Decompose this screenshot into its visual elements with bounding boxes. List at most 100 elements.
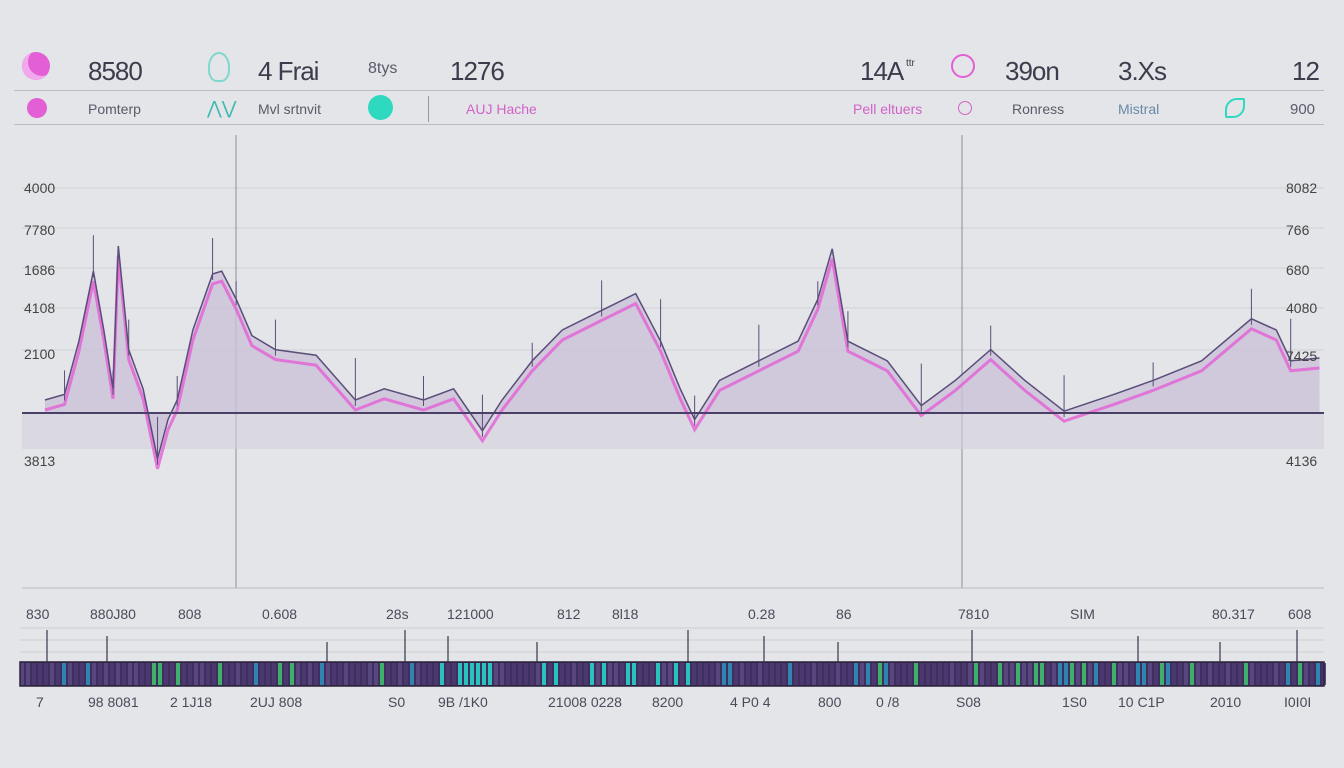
spectrum-stripe	[308, 663, 312, 685]
spectrum-stripe	[848, 663, 852, 685]
spectrum-stripe	[416, 663, 420, 685]
spectrum-stripe	[368, 663, 372, 685]
spectrum-top-label: 812	[557, 606, 581, 622]
stat-value: 8tys	[368, 60, 398, 77]
wave-icon: ⋀⋁	[207, 98, 237, 118]
spectrum-stripe	[38, 663, 42, 685]
spectrum-top-label: 86	[836, 606, 852, 622]
spectrum-stripe	[1178, 663, 1182, 685]
spectrum-stripe	[452, 663, 456, 685]
y-tick-left: 4000	[24, 180, 56, 196]
spectrum-stripe	[602, 663, 606, 685]
ring-icon[interactable]	[951, 54, 975, 78]
spectrum-stripe	[380, 663, 384, 685]
spectrum-stripe	[824, 663, 828, 685]
spectrum-stripe	[1184, 663, 1188, 685]
spectrum-stripe	[1154, 663, 1158, 685]
spectrum-bottom-label: 800	[818, 694, 842, 710]
spectrum-stripe	[992, 663, 996, 685]
spectrum-stripe	[1166, 663, 1170, 685]
spectrum-stripe	[782, 663, 786, 685]
spectrum-bottom-label: 4 P0 4	[730, 694, 771, 710]
spectrum-bottom-label: 1S0	[1062, 694, 1087, 710]
spectrum-stripe	[1148, 663, 1152, 685]
spectrum-stripe	[1070, 663, 1074, 685]
spectrum-stripe	[1214, 663, 1218, 685]
spectrum-top-label: 121000	[447, 606, 494, 622]
y-tick-left: 2100	[24, 346, 56, 362]
spectrum-stripe	[152, 663, 156, 685]
spectrum-stripe	[566, 663, 570, 685]
spectrum-stripe	[260, 663, 264, 685]
spectrum-stripe	[854, 663, 858, 685]
spectrum-stripe	[50, 663, 54, 685]
spectrum-stripe	[614, 663, 618, 685]
spectrum-stripe	[662, 663, 666, 685]
spectrum-stripe	[146, 663, 150, 685]
spectrum-stripe	[962, 663, 966, 685]
spectrum-stripe	[842, 663, 846, 685]
spectrum-stripe	[122, 663, 126, 685]
stat-sup: ttr	[906, 58, 915, 69]
spectrum-stripe	[896, 663, 900, 685]
spectrum-stripe	[548, 663, 552, 685]
spectrum-stripe	[710, 663, 714, 685]
spectrum-stripe	[140, 663, 144, 685]
circle-dot-icon[interactable]	[27, 98, 47, 118]
spectrum-stripe	[464, 663, 468, 685]
spectrum-stripe	[422, 663, 426, 685]
spectrum-bottom-label: 2UJ 808	[250, 694, 303, 710]
spectrum-stripe	[1112, 663, 1116, 685]
spectrum-stripe	[884, 663, 888, 685]
spectrum-stripe	[212, 663, 216, 685]
spectrum-stripe	[1172, 663, 1176, 685]
band	[22, 413, 1324, 449]
spectrum-stripe	[332, 663, 336, 685]
spectrum-stripe	[488, 663, 492, 685]
spectrum-stripe	[188, 663, 192, 685]
spectrum-stripe	[200, 663, 204, 685]
spectrum-stripe	[170, 663, 174, 685]
circle-icon[interactable]	[958, 101, 972, 115]
teal-circle-icon[interactable]	[368, 95, 393, 120]
spectrum-stripe	[290, 663, 294, 685]
spectrum-top-label: 0.28	[748, 606, 776, 622]
spectrum-stripe	[1286, 663, 1290, 685]
spectrum-bottom-label: 0 /8	[876, 694, 900, 710]
spectrum-stripe	[482, 663, 486, 685]
spectrum-stripe	[788, 663, 792, 685]
spectrum-stripe	[890, 663, 894, 685]
spectrum-top-label: 28s	[386, 606, 409, 622]
spectrum-stripe	[44, 663, 48, 685]
spectrum-stripe	[908, 663, 912, 685]
spectrum-stripe	[752, 663, 756, 685]
spectrum-stripe	[1028, 663, 1032, 685]
spectrum-stripe	[458, 663, 462, 685]
spectrum-stripe	[986, 663, 990, 685]
spectrum-stripe	[86, 663, 90, 685]
spectrum-stripe	[680, 663, 684, 685]
spectrum-stripe	[770, 663, 774, 685]
spectrum-stripe	[230, 663, 234, 685]
spectrum-stripe	[236, 663, 240, 685]
spectrum-stripe	[470, 663, 474, 685]
spectrum-stripe	[1058, 663, 1062, 685]
y-tick-right: 766	[1286, 222, 1310, 238]
moon-icon[interactable]	[22, 52, 50, 80]
spectrum-stripe	[1130, 663, 1134, 685]
spectrum-stripe	[392, 663, 396, 685]
spectrum-stripe	[956, 663, 960, 685]
spectrum-bottom-label: S0	[388, 694, 406, 710]
divider	[14, 124, 1324, 125]
spectrum-stripe	[1100, 663, 1104, 685]
spectrum-stripe	[554, 663, 558, 685]
spectrum-stripe	[398, 663, 402, 685]
spectrum-top-label: 880J80	[90, 606, 136, 622]
spectrum-stripe	[1274, 663, 1278, 685]
spectrum-stripe	[860, 663, 864, 685]
spectrum-stripe	[164, 663, 168, 685]
spectrum-stripe	[98, 663, 102, 685]
spectrum-stripe	[182, 663, 186, 685]
stat-value: 1276	[450, 56, 505, 86]
spectrum-stripe	[116, 663, 120, 685]
